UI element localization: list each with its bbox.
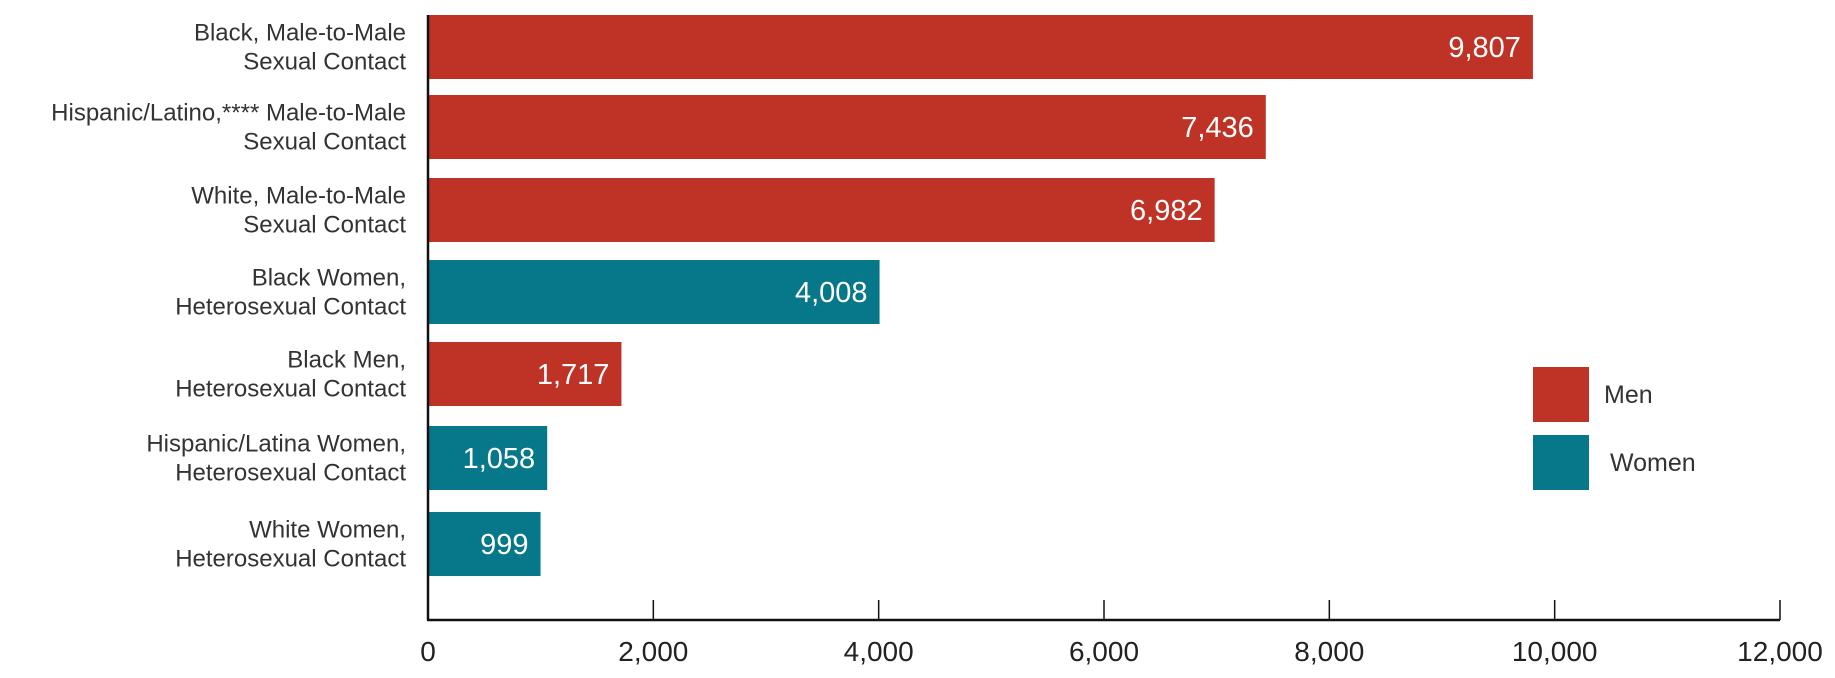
bar-value-label: 7,436 [1181,112,1254,144]
category-label: Heterosexual Contact [175,376,406,403]
bar [428,426,548,490]
x-tick-label: 10,000 [1512,636,1598,667]
x-tick-label: 12,000 [1737,636,1823,667]
bar-value-label: 4,008 [795,277,868,309]
x-axis: 0 2,000 4,000 6,000 8,000 10,000 12,000 [420,15,1823,667]
bar [428,512,541,576]
x-tick-label: 4,000 [844,636,914,667]
legend-label: Men [1604,381,1653,409]
category-label: Black Men, [287,347,406,374]
category-label: Black Women, [252,265,406,292]
bar [428,178,1215,242]
legend-swatch [1533,367,1589,422]
legend-swatch [1533,435,1589,490]
bar [428,95,1266,159]
category-label: Black, Male-to-Male [194,20,406,47]
category-label: Hispanic/Latina Women, [146,431,406,458]
category-label: Sexual Contact [243,212,406,239]
bar-value-label: 999 [480,529,528,561]
bar-value-label: 9,807 [1448,32,1521,64]
category-label: Sexual Contact [243,129,406,156]
bars: 9,807 7,436 6,982 4,008 1,717 1,058 999 [428,15,1533,576]
bar [428,342,622,406]
x-tick-label: 6,000 [1069,636,1139,667]
category-label: Heterosexual Contact [175,460,406,487]
x-tick-label: 2,000 [618,636,688,667]
bar-value-label: 6,982 [1130,195,1203,227]
bar-value-label: 1,058 [463,443,536,475]
category-label: Hispanic/Latino,**** Male-to-Male [51,100,406,127]
x-tick-label: 8,000 [1294,636,1364,667]
legend: Men Women [1533,367,1696,490]
bar [428,260,880,324]
category-label: White Women, [249,517,406,544]
category-label: White, Male-to-Male [191,183,406,210]
x-tick-label: 0 [420,636,436,667]
category-label: Sexual Contact [243,49,406,76]
bar-value-label: 1,717 [537,359,610,391]
legend-label: Women [1610,449,1696,477]
category-label: Heterosexual Contact [175,294,406,321]
bar [428,15,1533,79]
category-label: Heterosexual Contact [175,546,406,573]
